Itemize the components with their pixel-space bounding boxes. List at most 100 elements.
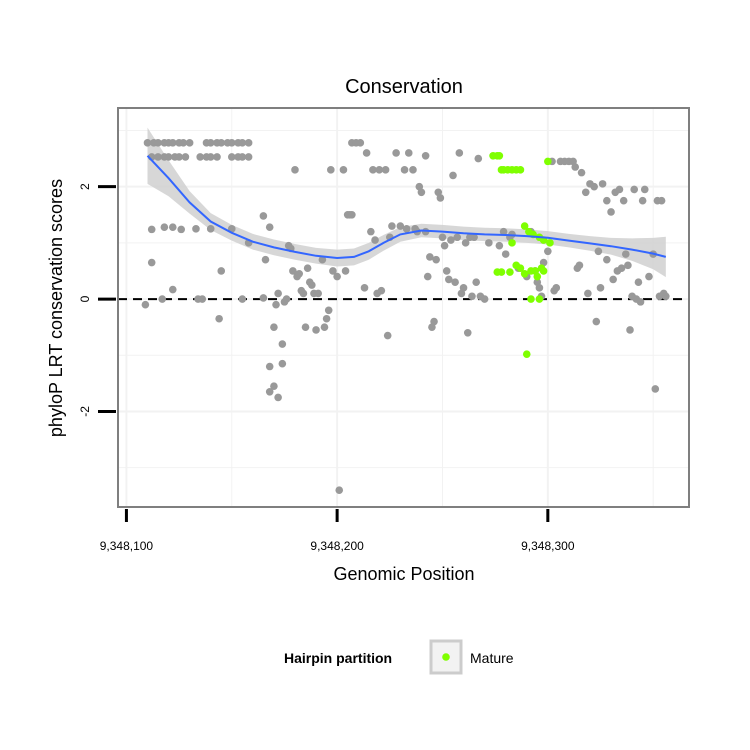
data-point-other bbox=[322, 314, 331, 323]
data-point-other bbox=[442, 267, 451, 275]
data-point-other bbox=[400, 166, 409, 174]
data-point-other bbox=[662, 292, 670, 301]
data-point-other bbox=[375, 166, 384, 174]
data-point-other bbox=[181, 153, 190, 161]
data-point-other bbox=[432, 255, 440, 264]
y-tick-label: -2 bbox=[78, 406, 92, 417]
data-point-other bbox=[451, 278, 459, 287]
data-point-other bbox=[409, 166, 417, 174]
data-point-other bbox=[449, 171, 457, 180]
data-point-other bbox=[244, 153, 253, 161]
data-point-other bbox=[640, 185, 649, 194]
x-tick-label: 9,348,100 bbox=[100, 539, 154, 553]
data-point-other bbox=[630, 185, 639, 194]
data-point-other bbox=[168, 223, 177, 231]
data-point-other bbox=[603, 255, 611, 264]
data-point-other bbox=[474, 154, 483, 163]
x-axis-title: Genomic Position bbox=[333, 564, 474, 584]
data-point-other bbox=[312, 326, 320, 334]
data-point-other bbox=[198, 295, 207, 303]
data-point-other bbox=[303, 264, 312, 272]
data-point-other bbox=[544, 247, 552, 256]
data-point-other bbox=[215, 314, 223, 323]
data-point-other bbox=[499, 227, 508, 236]
data-point-other bbox=[318, 255, 327, 264]
data-point-mature bbox=[539, 267, 548, 275]
data-point-other bbox=[143, 139, 152, 147]
data-point-mature bbox=[508, 239, 516, 247]
data-point-other bbox=[160, 223, 169, 231]
data-point-other bbox=[485, 239, 493, 247]
data-point-other bbox=[596, 284, 605, 292]
data-points bbox=[141, 139, 670, 494]
data-point-other bbox=[206, 139, 215, 147]
data-point-other bbox=[619, 196, 628, 205]
data-point-other bbox=[299, 289, 308, 298]
data-point-other bbox=[289, 267, 297, 275]
data-point-other bbox=[238, 295, 247, 303]
data-point-other bbox=[624, 261, 632, 270]
data-point-other bbox=[383, 331, 392, 340]
data-point-mature bbox=[546, 239, 554, 247]
data-point-other bbox=[206, 153, 215, 161]
data-point-other bbox=[468, 292, 476, 301]
data-point-other bbox=[282, 295, 291, 303]
data-point-other bbox=[177, 225, 186, 234]
y-tick-label: 0 bbox=[78, 295, 92, 302]
data-point-other bbox=[447, 236, 455, 244]
data-point-mature bbox=[497, 268, 506, 276]
data-point-other bbox=[426, 253, 434, 261]
data-point-other bbox=[185, 139, 194, 147]
data-point-mature bbox=[516, 264, 525, 272]
data-point-other bbox=[501, 250, 510, 258]
data-point-mature bbox=[522, 350, 531, 358]
data-point-other bbox=[571, 163, 580, 171]
data-point-other bbox=[168, 285, 177, 294]
legend: Hairpin partition Mature bbox=[284, 639, 514, 675]
legend-label-mature: Mature bbox=[470, 650, 514, 666]
data-point-other bbox=[388, 222, 396, 230]
data-point-mature bbox=[527, 295, 535, 303]
data-point-other bbox=[445, 275, 453, 284]
data-point-other bbox=[265, 362, 274, 371]
data-point-other bbox=[436, 194, 445, 202]
data-point-other bbox=[217, 139, 226, 147]
data-point-other bbox=[472, 278, 480, 287]
data-point-other bbox=[404, 149, 413, 157]
data-point-other bbox=[367, 227, 375, 236]
data-point-other bbox=[238, 139, 247, 147]
data-point-other bbox=[238, 153, 247, 161]
data-point-mature bbox=[520, 222, 529, 230]
data-point-mature bbox=[495, 151, 504, 160]
data-point-other bbox=[272, 300, 280, 309]
data-point-other bbox=[147, 258, 156, 267]
data-point-other bbox=[369, 166, 377, 174]
data-point-other bbox=[577, 168, 586, 177]
data-point-other bbox=[396, 222, 405, 230]
data-point-other bbox=[265, 223, 274, 231]
data-point-other bbox=[552, 284, 561, 292]
data-point-other bbox=[164, 153, 173, 161]
data-point-other bbox=[324, 306, 333, 315]
data-point-other bbox=[636, 298, 645, 306]
data-point-other bbox=[461, 239, 470, 247]
data-point-other bbox=[617, 264, 626, 272]
data-point-other bbox=[339, 166, 348, 174]
data-point-other bbox=[213, 153, 221, 161]
data-point-other bbox=[459, 284, 468, 292]
data-point-other bbox=[196, 153, 204, 161]
data-point-other bbox=[455, 149, 464, 157]
data-point-other bbox=[421, 151, 430, 160]
data-point-other bbox=[227, 153, 236, 161]
data-point-mature bbox=[533, 272, 542, 281]
data-point-other bbox=[217, 267, 226, 275]
x-axis: 9,348,100 9,348,200 9,348,300 bbox=[100, 509, 575, 553]
data-point-other bbox=[607, 208, 615, 216]
y-axis-title: phyloP LRT conservation scores bbox=[46, 179, 66, 437]
data-point-other bbox=[329, 267, 337, 275]
data-point-other bbox=[348, 210, 356, 219]
data-point-other bbox=[360, 284, 369, 292]
data-point-other bbox=[590, 182, 598, 191]
data-point-other bbox=[402, 225, 411, 233]
